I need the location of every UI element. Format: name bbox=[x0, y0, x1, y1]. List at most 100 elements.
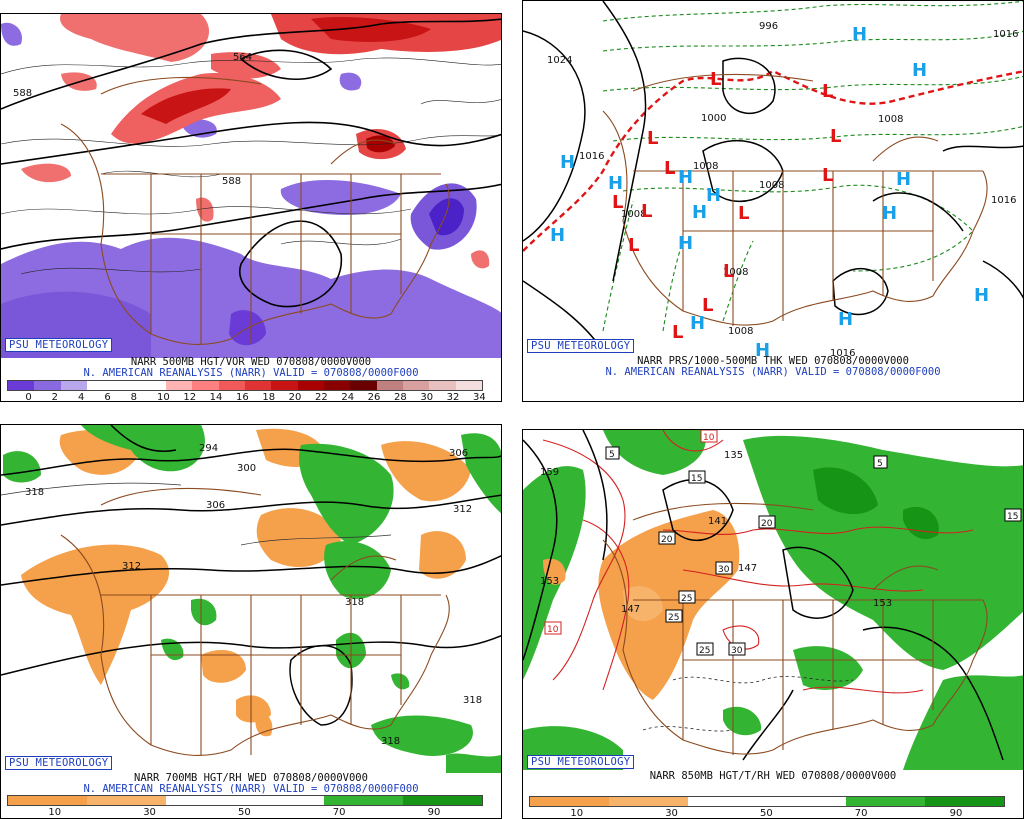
svg-text:30: 30 bbox=[718, 565, 730, 575]
colorbar-tick-label: 22 bbox=[315, 392, 328, 402]
colorbar-tick-label: 28 bbox=[394, 392, 407, 402]
temp-label: 15 bbox=[688, 470, 706, 484]
high-pressure-center: H bbox=[678, 167, 693, 188]
vorticity-map: 588 564 588 bbox=[1, 14, 501, 358]
colorbar-tick-label: 50 bbox=[238, 807, 251, 818]
isobar-label-1008-f: 1008 bbox=[621, 209, 646, 220]
temp-label: 5 bbox=[605, 446, 620, 460]
isobar-label-1008-a: 1008 bbox=[693, 161, 718, 172]
svg-text:15: 15 bbox=[1007, 512, 1018, 522]
panel-850mb-temp-rh: 159 135 141 147 153 147 153 5 5 15 15 20… bbox=[522, 429, 1024, 819]
colorbar-tick-label: 6 bbox=[104, 392, 111, 402]
svg-text:20: 20 bbox=[761, 519, 773, 529]
map-title: NARR 500MB HGT/VOR WED 070808/0000V000 bbox=[130, 356, 372, 368]
contour-label-588-west: 588 bbox=[13, 88, 32, 99]
colorbar-tick-label: 16 bbox=[236, 392, 249, 402]
colorbar-tick-label: 2 bbox=[51, 392, 59, 402]
rh-colorbar bbox=[529, 796, 1005, 807]
colorbar-tick-label: 10 bbox=[570, 808, 584, 819]
high-pressure-center: H bbox=[882, 203, 897, 224]
svg-text:5: 5 bbox=[609, 450, 615, 460]
colorbar-tick-label: 14 bbox=[209, 392, 223, 402]
colorbar-segment bbox=[402, 381, 430, 390]
height-label-318-west: 318 bbox=[25, 487, 44, 498]
low-pressure-center: L bbox=[822, 81, 833, 102]
height-label-135: 135 bbox=[724, 450, 743, 461]
colorbar-segment bbox=[86, 381, 114, 390]
psu-meteorology-badge: PSU METEOROLOGY bbox=[5, 338, 113, 352]
vorticity-colorbar bbox=[7, 380, 483, 391]
colorbar-segment bbox=[218, 381, 245, 390]
colorbar-tick-label: 50 bbox=[760, 808, 773, 819]
svg-text:30: 30 bbox=[731, 646, 743, 656]
low-pressure-center: L bbox=[641, 201, 652, 222]
colorbar-segment bbox=[455, 381, 482, 390]
low-pressure-center: L bbox=[664, 158, 675, 179]
svg-text:10: 10 bbox=[547, 625, 559, 635]
rh-colorbar bbox=[7, 795, 483, 806]
high-pressure-center: H bbox=[690, 313, 705, 334]
isobar-label-996: 996 bbox=[759, 21, 778, 32]
isobar-label-1008-b: 1008 bbox=[759, 180, 784, 191]
high-pressure-center: H bbox=[896, 169, 911, 190]
colorbar-segment bbox=[113, 381, 140, 390]
colorbar-segment bbox=[244, 381, 272, 390]
colorbar-tick-label: 70 bbox=[332, 807, 346, 818]
colorbar-segment bbox=[688, 797, 767, 806]
colorbar-segment bbox=[166, 796, 245, 805]
height-label-300: 300 bbox=[237, 463, 256, 474]
low-pressure-center: L bbox=[702, 295, 713, 316]
svg-text:20: 20 bbox=[661, 535, 673, 545]
psu-meteorology-badge: PSU METEOROLOGY bbox=[527, 755, 635, 769]
t850-map: 159 135 141 147 153 147 153 5 5 15 15 20… bbox=[523, 430, 1023, 770]
map-subtitle: N. AMERICAN REANALYSIS (NARR) VALID = 07… bbox=[83, 783, 419, 795]
height-label-312-west: 312 bbox=[122, 561, 141, 572]
colorbar-tick-label: 32 bbox=[446, 392, 460, 402]
colorbar-tick-label: 12 bbox=[183, 392, 197, 402]
temp-label: 25 bbox=[696, 642, 714, 656]
colorbar-segment bbox=[165, 381, 193, 390]
svg-text:10: 10 bbox=[703, 433, 715, 443]
colorbar-tick-label: 90 bbox=[427, 807, 441, 818]
high-pressure-center: H bbox=[838, 309, 853, 330]
low-pressure-center: L bbox=[647, 128, 658, 149]
low-pressure-center: L bbox=[738, 203, 749, 224]
low-pressure-center: L bbox=[822, 165, 833, 186]
height-label-147-west: 147 bbox=[621, 604, 640, 615]
panel-500mb-vorticity: 588 564 588 PSU METEOROLOGY NARR 500MB H… bbox=[0, 13, 502, 402]
map-title: NARR 700MB HGT/RH WED 070808/0000V000 bbox=[134, 772, 368, 784]
low-pressure-center: L bbox=[672, 322, 683, 343]
colorbar-segment bbox=[34, 381, 61, 390]
colorbar-tick-label: 30 bbox=[420, 392, 434, 402]
isobar-label-1016-gulf: 1016 bbox=[830, 348, 855, 359]
high-pressure-center: H bbox=[852, 24, 867, 45]
colorbar-segment bbox=[139, 381, 166, 390]
high-pressure-center: H bbox=[608, 173, 623, 194]
surface-pressure-map: 1024 1016 1000 1008 1008 1016 1016 1008 … bbox=[523, 1, 1023, 361]
colorbar-segment bbox=[429, 381, 456, 390]
colorbar-tick-label: 30 bbox=[665, 808, 678, 819]
high-pressure-center: H bbox=[678, 233, 693, 254]
svg-text:25: 25 bbox=[668, 613, 679, 623]
colorbar-tick-label: 30 bbox=[143, 807, 156, 818]
low-pressure-center: L bbox=[628, 235, 639, 256]
height-label-306-east: 306 bbox=[449, 448, 468, 459]
contour-label-588-central: 588 bbox=[222, 176, 241, 187]
rh700-map: 318 294 300 306 306 312 312 318 318 318 bbox=[1, 425, 501, 773]
high-pressure-center: H bbox=[692, 202, 707, 223]
colorbar-segment bbox=[376, 381, 403, 390]
temp-label: 10 bbox=[700, 430, 718, 443]
psu-meteorology-badge: PSU METEOROLOGY bbox=[527, 339, 635, 353]
colorbar-segment bbox=[192, 381, 219, 390]
isobar-label-1016-west: 1016 bbox=[579, 151, 604, 162]
colorbar-segment bbox=[297, 381, 324, 390]
height-label-147-central: 147 bbox=[738, 563, 757, 574]
colorbar-tick-label: 34 bbox=[473, 392, 486, 402]
temp-label: 30 bbox=[728, 642, 746, 656]
high-pressure-center: H bbox=[974, 285, 989, 306]
isobar-label-1008-c: 1008 bbox=[728, 326, 753, 337]
height-label-318-atlantic: 318 bbox=[463, 695, 482, 706]
height-label-294: 294 bbox=[199, 443, 218, 454]
colorbar-segment bbox=[87, 796, 166, 805]
temp-label: 20 bbox=[658, 531, 676, 545]
